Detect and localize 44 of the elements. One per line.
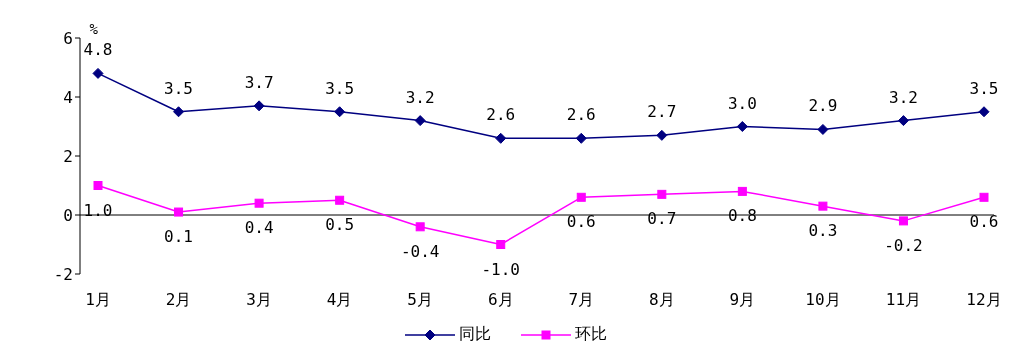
x-tick-label: 7月 — [568, 290, 595, 310]
data-label: 0.8 — [727, 206, 757, 226]
x-tick-label: 8月 — [649, 290, 675, 310]
y-tick-label: 0 — [63, 205, 73, 225]
data-label: 3.5 — [969, 78, 999, 98]
data-label: -0.2 — [884, 235, 923, 255]
data-label: 1.0 — [83, 200, 113, 220]
x-tick-label: 11月 — [885, 290, 922, 310]
legend-label: 环比 — [575, 324, 607, 345]
x-tick-label: 4月 — [326, 290, 353, 310]
data-label: 0.6 — [969, 212, 999, 232]
x-tick-label: 10月 — [805, 290, 841, 310]
data-label: 0.1 — [164, 227, 193, 247]
data-label: 2.6 — [486, 105, 516, 125]
data-label: 3.5 — [325, 78, 355, 98]
data-label: -0.4 — [400, 241, 440, 261]
legend-label: 同比 — [459, 324, 491, 345]
data-label: 0.7 — [647, 209, 677, 229]
data-label: 0.6 — [566, 212, 596, 232]
data-label: 0.3 — [808, 221, 838, 241]
x-tick-label: 1月 — [85, 290, 111, 310]
y-tick-label: 2 — [63, 146, 73, 166]
data-label: 3.2 — [889, 87, 918, 107]
x-tick-label: 3月 — [246, 290, 272, 310]
data-label: 0.4 — [244, 218, 274, 238]
data-label: 3.5 — [164, 78, 193, 98]
data-label: 0.5 — [325, 215, 355, 235]
x-tick-label: 9月 — [729, 290, 756, 310]
data-label: 2.9 — [808, 96, 838, 116]
y-tick-label: -2 — [53, 264, 73, 284]
data-label: -1.0 — [481, 259, 520, 279]
data-label: 3.2 — [405, 87, 435, 107]
x-tick-label: 5月 — [407, 290, 433, 310]
data-label: 2.7 — [647, 102, 677, 122]
data-label: 3.7 — [244, 72, 274, 92]
y-tick-label: 4 — [63, 87, 73, 107]
data-label: 3.0 — [727, 93, 757, 113]
x-tick-label: 12月 — [966, 290, 1002, 310]
data-label: 2.6 — [566, 105, 596, 125]
y-axis-title: % — [89, 20, 99, 37]
data-label: 4.8 — [83, 40, 113, 60]
y-tick-label: 6 — [63, 28, 73, 48]
x-tick-label: 2月 — [165, 290, 192, 310]
x-tick-label: 6月 — [487, 290, 514, 310]
